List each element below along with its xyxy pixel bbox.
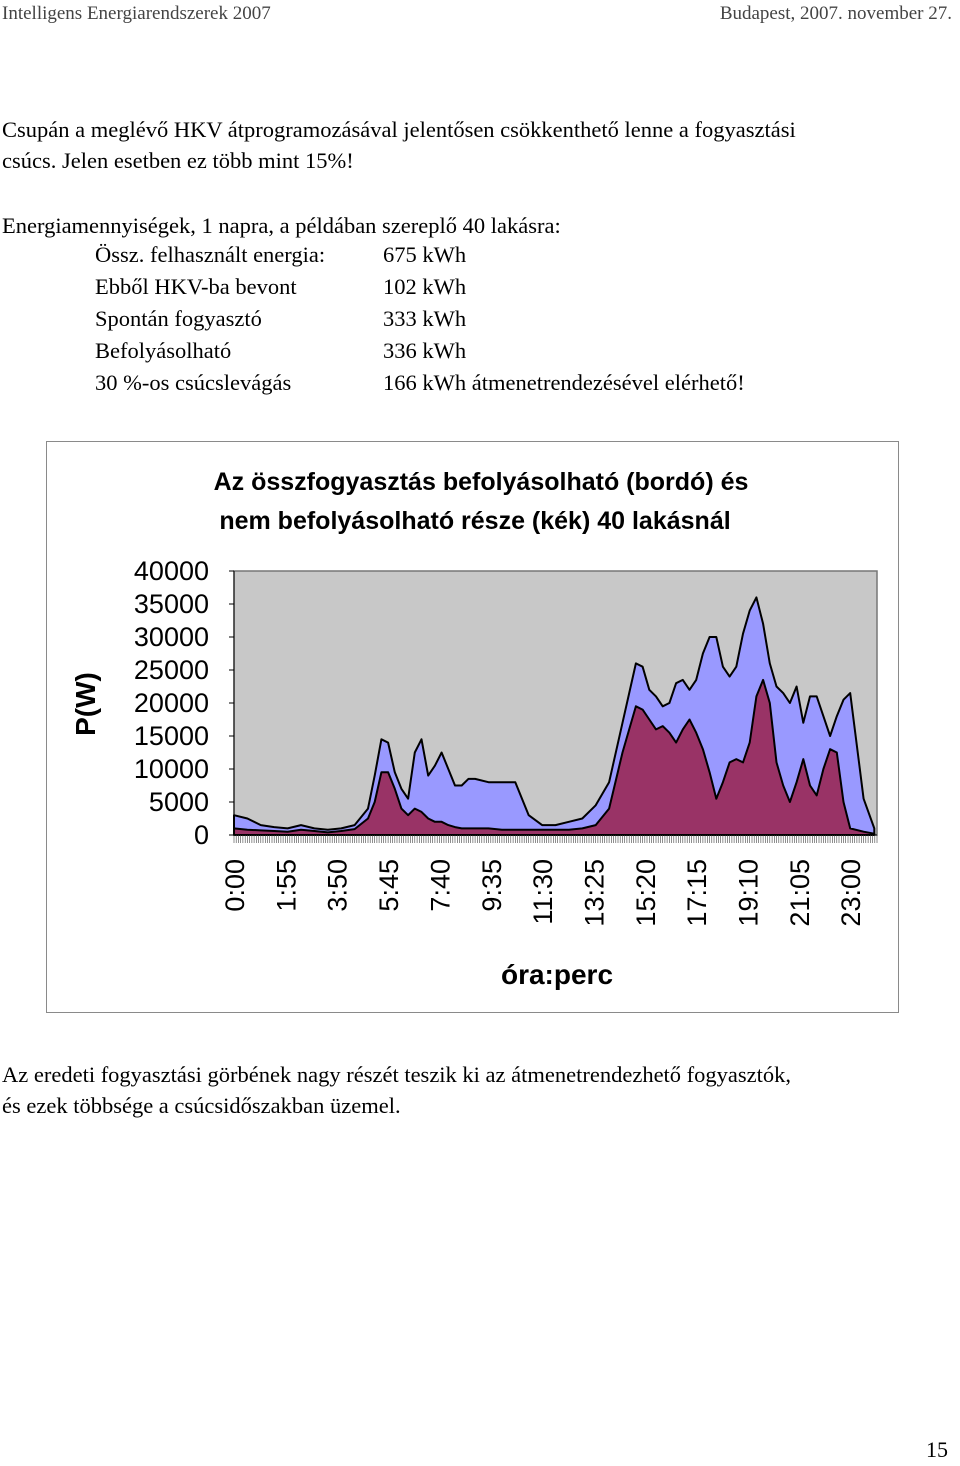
x-axis-label: óra:perc	[501, 959, 613, 990]
series-area-total	[233, 596, 876, 836]
chart-frame: Az összfogyasztás befolyásolható (bordó)…	[46, 441, 899, 1013]
y-axis-label: P(W)	[70, 672, 101, 736]
y-tick-label: 25000	[134, 655, 209, 685]
intro-line-2: csúcs. Jelen esetben ez több mint 15%!	[2, 148, 354, 173]
energy-label: 30 %-os csúcslevágás	[95, 370, 292, 395]
y-tick-label: 30000	[134, 622, 209, 652]
x-tick-label: 5:45	[374, 859, 404, 912]
closing-paragraph: Az eredeti fogyasztási görbének nagy rés…	[2, 1059, 952, 1121]
x-tick-label: 15:20	[631, 859, 661, 927]
energy-label: Ebből HKV-ba bevont	[95, 274, 297, 299]
chart-title-line-1: Az összfogyasztás befolyásolható (bordó)…	[214, 468, 749, 496]
y-tick-label: 35000	[134, 589, 209, 619]
energy-value: 336 kWh	[383, 338, 467, 363]
page-number: 15	[926, 1437, 948, 1462]
y-tick-label: 40000	[134, 556, 209, 586]
energy-label: Befolyásolható	[95, 338, 232, 363]
x-tick-label: 0:00	[220, 859, 250, 912]
y-tick-label: 0	[194, 820, 209, 850]
energy-value: 333 kWh	[383, 306, 467, 331]
closing-line-1: Az eredeti fogyasztási görbének nagy rés…	[2, 1062, 792, 1087]
plot-area: 4000035000300002500020000150001000050000…	[134, 556, 878, 927]
series-area-controllable	[233, 678, 876, 836]
energy-value: 102 kWh	[383, 274, 467, 299]
energy-value: 675 kWh	[383, 242, 467, 267]
header-date: Budapest, 2007. november 27.	[719, 3, 952, 24]
x-tick-label: 11:30	[528, 859, 558, 925]
x-tick-label: 1:55	[271, 859, 301, 912]
x-tick-label: 19:10	[734, 859, 764, 927]
intro-paragraph: Csupán a meglévő HKV átprogramozásával j…	[2, 114, 952, 176]
y-tick-label: 5000	[149, 787, 209, 817]
closing-line-2: és ezek többsége a csúcsidőszakban üzeme…	[2, 1093, 401, 1118]
x-minor-ticks	[233, 835, 878, 843]
energy-label: Spontán fogyasztó	[95, 306, 262, 331]
energy-heading: Energiamennyiségek, 1 napra, a példában …	[2, 213, 561, 238]
x-tick-label: 17:15	[682, 859, 712, 927]
energy-value: 166 kWh átmenetrendezésével elérhető!	[383, 370, 745, 395]
energy-label: Össz. felhasznált energia:	[95, 242, 326, 267]
y-tick-label: 15000	[134, 721, 209, 751]
x-tick-label: 3:50	[323, 859, 353, 912]
y-tick-label: 20000	[134, 688, 209, 718]
x-tick-label: 7:40	[425, 859, 455, 912]
y-tick-label: 10000	[134, 754, 209, 784]
x-tick-label: 23:00	[836, 859, 866, 927]
x-tick-label: 9:35	[477, 859, 507, 912]
chart-title-line-2: nem befolyásolható része (kék) 40 lakásn…	[219, 507, 730, 535]
x-tick-label: 13:25	[580, 859, 610, 927]
consumption-area-chart: Az összfogyasztás befolyásolható (bordó)…	[70, 468, 878, 990]
intro-line-1: Csupán a meglévő HKV átprogramozásával j…	[2, 117, 796, 142]
header-conference-title: Intelligens Energiarendszerek 2007	[2, 3, 271, 24]
x-tick-label: 21:05	[785, 859, 815, 927]
